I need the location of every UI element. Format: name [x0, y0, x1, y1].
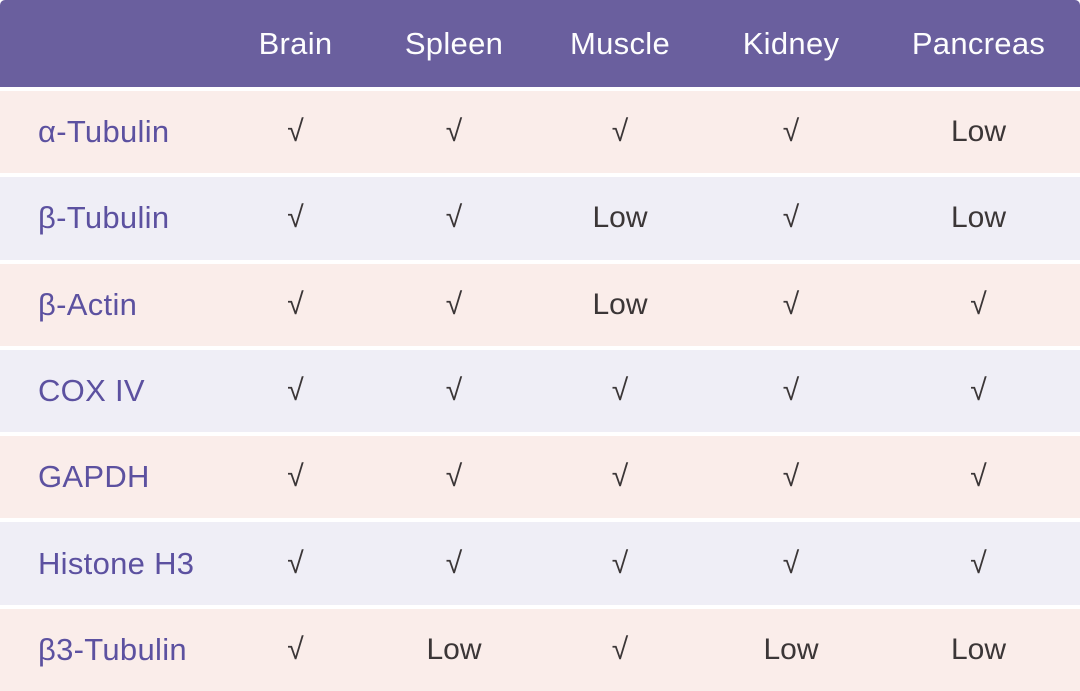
table-cell: Low — [950, 201, 1007, 235]
row-histone-h3: Histone H3 √ √ √ √ √ — [0, 522, 1080, 605]
table-cell: Low — [950, 115, 1007, 149]
table-cell: √ — [445, 546, 463, 580]
column-header-spleen: Spleen — [404, 25, 504, 61]
table-cell: √ — [287, 373, 304, 407]
row-cox-iv: COX IV √ √ √ √ √ — [0, 349, 1080, 433]
table-cell: √ — [287, 632, 304, 666]
row-label: β-Tubulin — [38, 200, 170, 236]
table-cell: Low — [592, 287, 648, 321]
row-label: β3-Tubulin — [38, 631, 187, 667]
table-cell: √ — [782, 460, 800, 494]
table-cell: Low — [950, 632, 1007, 666]
row-beta-tubulin: β-Tubulin √ √ Low √ Low — [0, 177, 1080, 260]
row-alpha-tubulin: α-Tubulin √ √ √ √ Low — [0, 91, 1080, 174]
table-cell: √ — [782, 373, 800, 407]
column-header-pancreas: Pancreas — [911, 25, 1046, 61]
table-cell: √ — [611, 115, 629, 149]
table-cell: √ — [445, 373, 463, 407]
table-cell: √ — [287, 287, 304, 321]
column-header-kidney: Kidney — [742, 25, 840, 61]
row-label: GAPDH — [38, 459, 150, 495]
table-cell: √ — [287, 460, 304, 494]
table-cell: √ — [970, 373, 987, 407]
table-cell: √ — [611, 546, 629, 580]
table-cell: √ — [445, 201, 463, 235]
table-cell: Low — [592, 201, 648, 235]
table-cell: √ — [782, 546, 800, 580]
table-cell: Low — [763, 632, 819, 666]
column-header-brain: Brain — [258, 25, 333, 61]
table-cell: √ — [287, 201, 304, 235]
row-label: β-Actin — [38, 286, 138, 322]
table-cell: √ — [611, 460, 629, 494]
table-cell: √ — [445, 115, 463, 149]
row-beta3-tubulin: β3-Tubulin √ Low √ Low Low — [0, 608, 1080, 691]
column-header-muscle: Muscle — [570, 25, 670, 61]
table-cell: √ — [782, 201, 800, 235]
table-cell: √ — [445, 287, 463, 321]
row-gapdh: GAPDH √ √ √ √ √ — [0, 436, 1080, 519]
table-header-row: Brain Spleen Muscle Kidney Pancreas — [0, 0, 1080, 87]
table-cell: √ — [287, 546, 304, 580]
row-label: COX IV — [38, 372, 145, 408]
table-cell: Low — [426, 632, 482, 666]
row-label: α-Tubulin — [38, 114, 170, 150]
table-cell: √ — [970, 460, 987, 494]
table-cell: √ — [970, 287, 987, 321]
table-cell: √ — [782, 115, 800, 149]
row-label: Histone H3 — [38, 545, 195, 581]
table-cell: √ — [782, 287, 800, 321]
table-cell: √ — [611, 632, 629, 666]
row-beta-actin: β-Actin √ √ Low √ √ — [0, 263, 1080, 346]
table-cell: √ — [970, 546, 987, 580]
table-cell: √ — [611, 373, 629, 407]
table-cell: √ — [287, 115, 304, 149]
table-cell: √ — [445, 460, 463, 494]
